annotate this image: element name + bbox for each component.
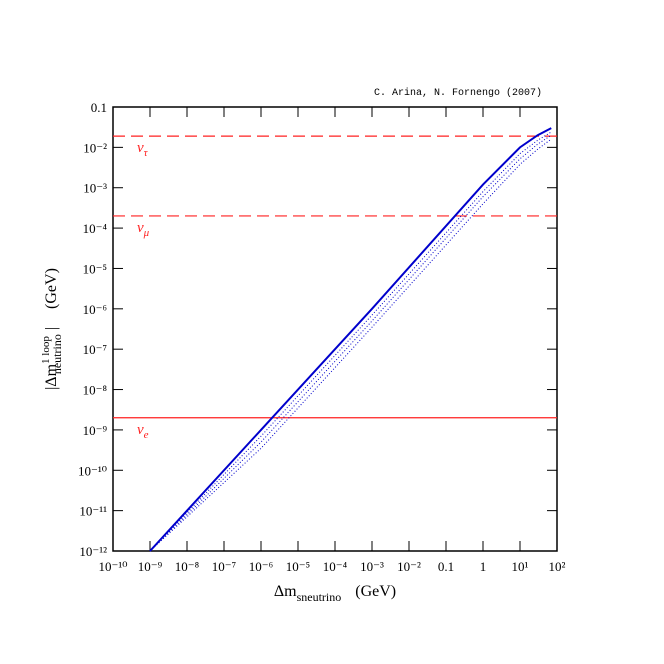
x-tick-label: 10⁻⁹	[138, 559, 163, 574]
reference-name: ν	[137, 140, 144, 156]
x-label-sub: sneutrino	[297, 590, 342, 604]
credit: C. Arina, N. Fornengo (2007)	[374, 87, 542, 99]
y-tick-label: 10⁻³	[83, 181, 107, 196]
reference-label: ντ	[137, 140, 149, 159]
plot-frame	[112, 106, 558, 552]
x-tick-label: 10⁻⁸	[175, 559, 200, 574]
y-axis-label: |Δm1 loopneutrino | (GeV)	[40, 268, 64, 390]
x-axis-label: Δmsneutrino (GeV)	[274, 583, 396, 604]
y-tick-label: 10⁻¹⁰	[78, 463, 107, 478]
y-label-main: |Δm	[43, 363, 60, 389]
y-tick-label: 10⁻²	[83, 140, 107, 155]
y-tick-label: 10⁻¹²	[79, 544, 107, 559]
x-tick-label: 10⁻²	[397, 559, 421, 574]
x-tick-label: 10⁻⁵	[286, 559, 310, 574]
series-line	[149, 127, 552, 552]
y-label-sup: 1 loop	[40, 336, 52, 364]
x-label-unit: (GeV)	[355, 583, 396, 600]
reference-sub: e	[144, 429, 149, 441]
reference-sub: τ	[144, 147, 149, 159]
y-label-unit: (GeV)	[43, 268, 60, 309]
y-tick-label: 10⁻⁴	[83, 221, 108, 236]
x-tick-label: 10⁻¹⁰	[99, 559, 128, 574]
y-tick-label: 0.1	[91, 100, 107, 115]
x-tick-label: 10²	[549, 559, 566, 574]
x-label-main: Δm	[274, 583, 297, 600]
y-tick-label: 10⁻⁶	[83, 302, 107, 317]
series-line	[149, 131, 552, 552]
x-tick-label: 1	[480, 559, 487, 574]
y-tick-label: 10⁻⁵	[83, 261, 107, 276]
reference-label: νμ	[137, 220, 150, 239]
x-tick-label: 10⁻³	[360, 559, 384, 574]
y-label-sub: neutrino	[50, 334, 64, 374]
x-tick-label: 0.1	[438, 559, 454, 574]
x-tick-label: 10⁻⁴	[323, 559, 348, 574]
series-line	[149, 134, 552, 552]
y-tick-label: 10⁻⁷	[83, 342, 107, 357]
y-tick-label: 10⁻⁹	[83, 423, 108, 438]
reference-label: νe	[137, 422, 149, 441]
y-tick-label: 10⁻⁸	[83, 383, 108, 398]
series-line	[149, 138, 552, 552]
reference-name: ν	[137, 422, 144, 438]
reference-sub: μ	[143, 227, 150, 239]
y-tick-label: 10⁻¹¹	[79, 504, 107, 519]
x-tick-label: 10¹	[512, 559, 529, 574]
x-tick-label: 10⁻⁷	[212, 559, 236, 574]
reference-name: ν	[137, 220, 144, 236]
x-tick-label: 10⁻⁶	[249, 559, 273, 574]
y-label-end: |	[43, 327, 60, 330]
